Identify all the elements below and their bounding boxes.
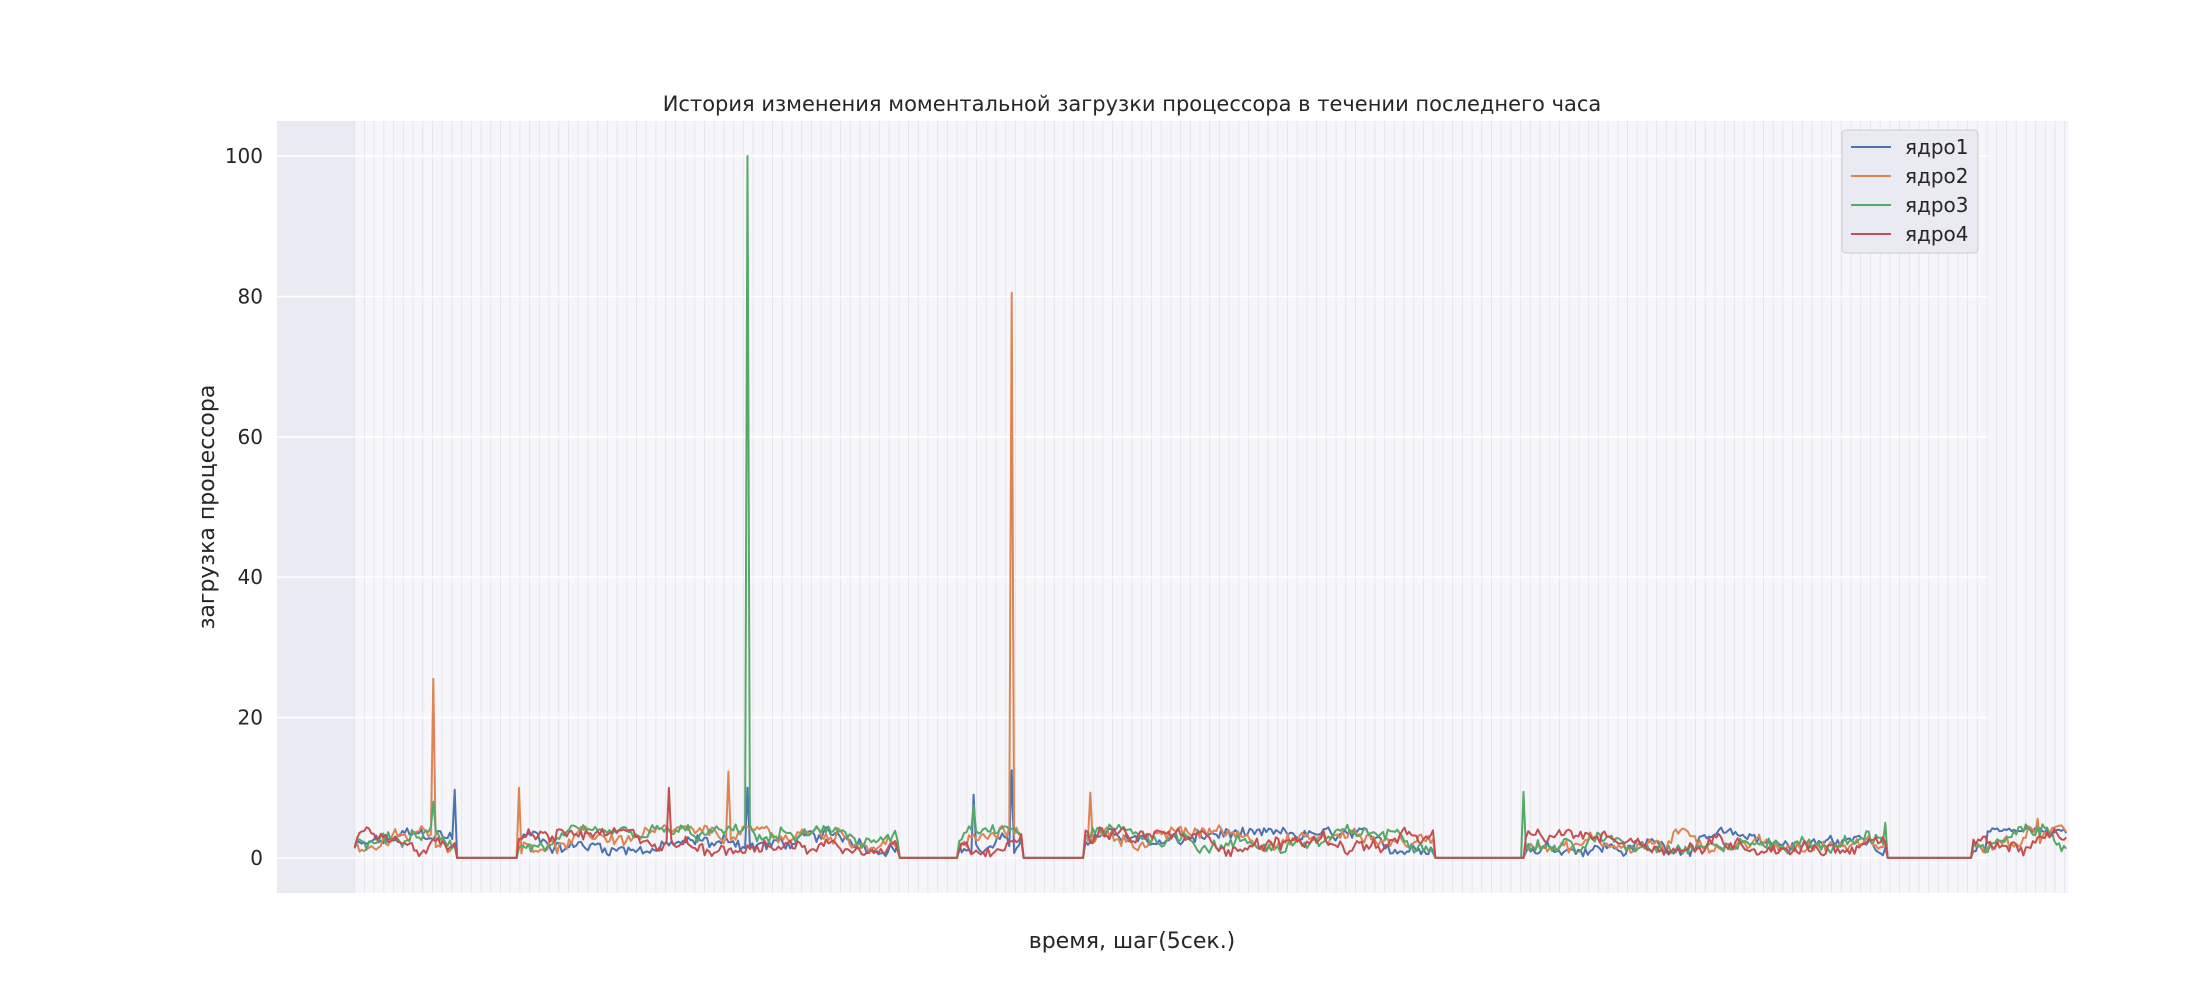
legend-box	[1841, 129, 1979, 254]
y-tick-labels: 0 20 40 60 80 100	[225, 144, 263, 870]
data-region-band	[354, 121, 2069, 893]
legend-label-3: ядро3	[1905, 193, 1969, 217]
minor-grid	[354, 121, 2066, 893]
y-tick-label: 100	[225, 144, 263, 168]
legend-label-2: ядро2	[1905, 164, 1969, 188]
legend: ядро1 ядро2 ядро3 ядро4	[1841, 129, 1979, 254]
major-grid	[277, 155, 1987, 859]
y-tick-label: 0	[250, 846, 263, 870]
chart-title: История изменения моментальной загрузки …	[663, 92, 1602, 116]
y-tick-label: 80	[238, 284, 263, 308]
y-tick-label: 20	[238, 706, 263, 730]
x-axis-label: время, шаг(5сек.)	[1029, 929, 1236, 954]
y-tick-label: 60	[238, 425, 263, 449]
y-tick-label: 40	[238, 565, 263, 589]
series-line-2	[354, 291, 2068, 859]
legend-label-4: ядро4	[1905, 222, 1969, 246]
legend-label-1: ядро1	[1905, 135, 1969, 159]
y-axis-label: загрузка процессора	[195, 385, 220, 630]
series-lines	[353, 155, 2068, 859]
series-line-4	[353, 786, 2067, 859]
series-line-1	[353, 769, 2068, 859]
